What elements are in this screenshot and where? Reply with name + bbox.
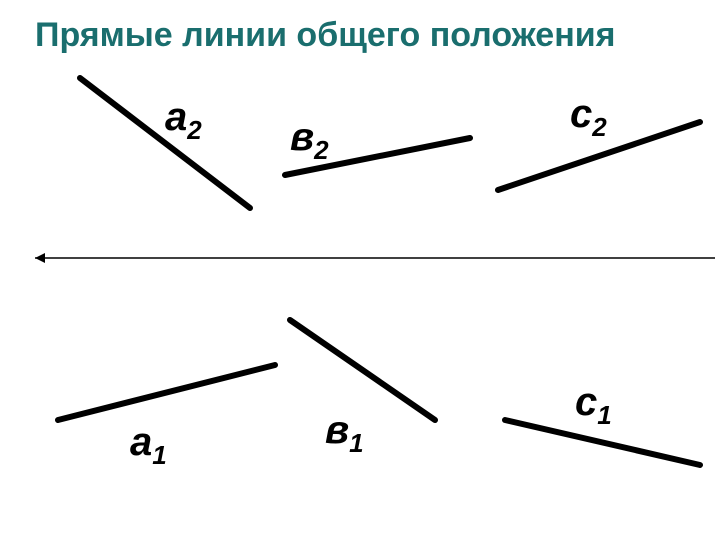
label-c1: с1: [575, 380, 612, 431]
label-c1-base: с: [575, 380, 597, 424]
label-a1-base: а: [130, 420, 152, 464]
label-c1-sub: 1: [597, 400, 611, 430]
label-b2-base: в: [290, 115, 314, 159]
label-b1: в1: [325, 408, 364, 459]
label-c2-sub: 2: [592, 112, 606, 142]
label-b2: в2: [290, 115, 329, 166]
label-a2-sub: 2: [187, 115, 201, 145]
label-c2-base: с: [570, 92, 592, 136]
line-a1: [58, 365, 275, 420]
label-a2-base: а: [165, 95, 187, 139]
label-a2: а2: [165, 95, 202, 146]
axis-arrow-left-icon: [35, 253, 45, 263]
label-b2-sub: 2: [314, 135, 328, 165]
label-b1-base: в: [325, 408, 349, 452]
line-b1: [290, 320, 435, 420]
label-a1: а1: [130, 420, 167, 471]
label-a1-sub: 1: [152, 440, 166, 470]
diagram-svg: [0, 0, 720, 540]
label-c2: с2: [570, 92, 607, 143]
label-b1-sub: 1: [349, 428, 363, 458]
